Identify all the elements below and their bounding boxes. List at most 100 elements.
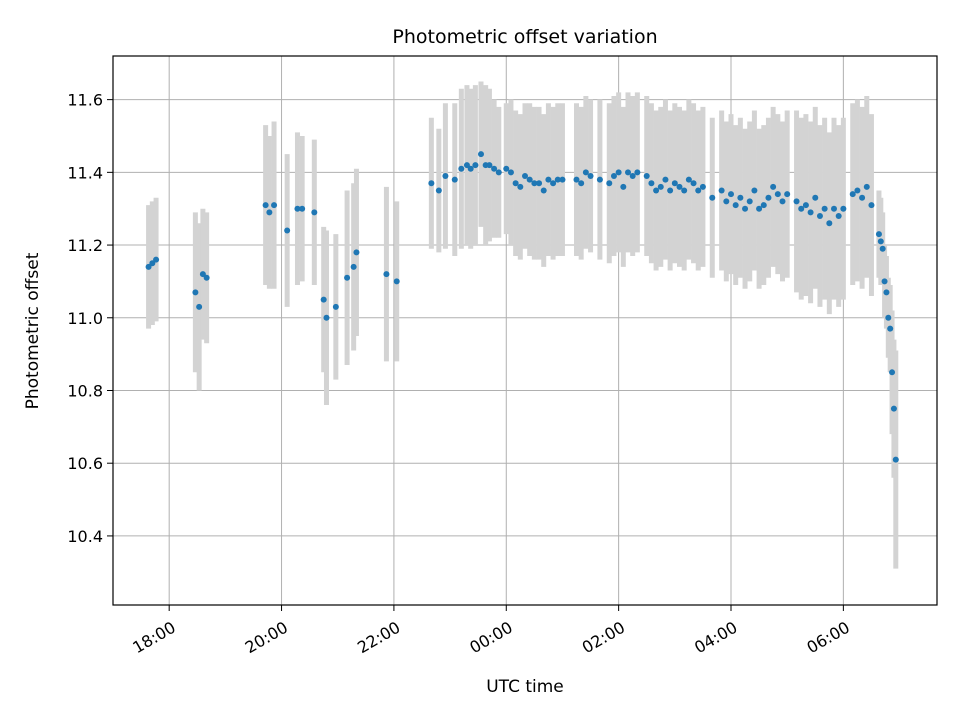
data-point (507, 169, 514, 176)
error-bars (146, 81, 899, 569)
data-point (883, 289, 890, 296)
data-point (596, 176, 603, 183)
data-point (765, 194, 772, 201)
data-point (793, 198, 800, 205)
data-point (606, 180, 613, 187)
data-point (625, 169, 631, 176)
y-tick-label: 11.2 (67, 236, 103, 255)
data-point (467, 165, 474, 172)
data-point (512, 180, 519, 187)
data-point (798, 205, 805, 212)
data-point (653, 187, 660, 194)
chart-title: Photometric offset variation (392, 26, 657, 48)
data-point (587, 172, 594, 179)
data-point (890, 405, 897, 412)
data-point (643, 172, 650, 179)
data-point (774, 191, 781, 198)
data-point (196, 303, 203, 310)
x-tick-label: 00:00 (466, 618, 515, 658)
data-point (350, 263, 357, 270)
data-point (835, 212, 842, 219)
data-point (709, 194, 716, 201)
data-point (728, 191, 734, 198)
data-point (760, 202, 767, 209)
data-point (756, 205, 763, 212)
data-point (840, 205, 847, 212)
x-tick-label: 22:00 (354, 618, 403, 658)
data-point (299, 205, 306, 212)
data-point (685, 176, 692, 183)
x-tick-label: 18:00 (129, 618, 178, 658)
data-point (887, 325, 894, 332)
y-tick-label: 11.6 (67, 91, 103, 110)
data-point (699, 183, 706, 190)
data-point (732, 202, 739, 209)
data-point (629, 172, 636, 179)
y-tick-label: 11.0 (67, 309, 103, 328)
data-point (657, 183, 664, 190)
data-point (393, 278, 400, 285)
data-point (802, 202, 809, 209)
x-axis-label: UTC time (486, 677, 564, 697)
data-point (526, 176, 533, 183)
data-point (854, 187, 861, 194)
data-point (536, 180, 543, 187)
data-point (383, 271, 390, 278)
data-point (879, 245, 886, 252)
x-tick-label: 04:00 (691, 618, 740, 658)
data-point (284, 227, 291, 234)
data-point (554, 176, 561, 183)
data-point (849, 191, 856, 198)
data-point (320, 296, 327, 303)
data-point (812, 194, 819, 201)
data-point (620, 183, 627, 190)
data-point (671, 180, 678, 187)
data-point (428, 180, 435, 187)
data-point (192, 289, 199, 296)
plot-frame (112, 55, 938, 606)
data-point (695, 187, 702, 194)
data-point (746, 198, 753, 205)
data-point (203, 274, 210, 281)
data-point (821, 205, 828, 212)
data-point (262, 202, 269, 209)
data-point (877, 238, 884, 245)
data-point (550, 180, 557, 187)
data-point (816, 212, 823, 219)
data-point (881, 278, 888, 285)
data-point (477, 151, 484, 158)
data-point (517, 183, 524, 190)
data-point (737, 194, 744, 201)
data-point (559, 176, 566, 183)
data-point (779, 198, 786, 205)
data-point (463, 162, 470, 169)
x-tick-label: 02:00 (579, 618, 628, 658)
data-point (582, 169, 589, 176)
y-axis-label: Photometric offset (23, 252, 43, 409)
data-point (578, 180, 585, 187)
data-point (615, 169, 622, 176)
data-point (271, 202, 278, 209)
data-point (458, 165, 465, 172)
data-point (573, 176, 580, 183)
data-point (634, 169, 641, 176)
data-point (491, 165, 498, 172)
data-point (451, 176, 458, 183)
data-point (690, 180, 697, 187)
data-point (323, 314, 330, 321)
y-axis: 10.4 10.6 10.8 11.0 11.2 11.4 11.6 (67, 91, 113, 546)
data-points (145, 151, 899, 463)
data-point (344, 274, 351, 281)
data-point (610, 172, 617, 179)
data-point (723, 198, 730, 205)
data-point (435, 187, 442, 194)
data-point (442, 172, 449, 179)
data-point (545, 176, 552, 183)
data-point (472, 162, 479, 169)
data-point (648, 180, 655, 187)
data-point (353, 249, 360, 256)
data-point (885, 314, 892, 321)
data-point (503, 165, 510, 172)
data-point (826, 220, 833, 227)
